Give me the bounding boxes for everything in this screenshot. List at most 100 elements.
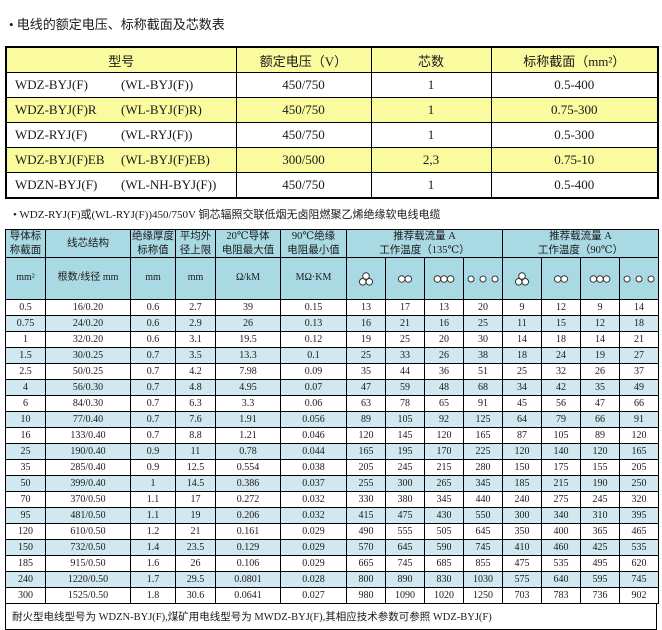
spec-cell: 59 — [385, 379, 425, 396]
spec-cell: 89 — [580, 427, 620, 444]
three-wires-touching-icon — [424, 257, 464, 300]
spec-row: 300 1525/0.50 1.8 30.6 0.0641 0.027 980 1090 102… — [5, 587, 659, 604]
spec-cell: 285/0.40 — [45, 459, 131, 476]
spec-cell: 23.5 — [175, 539, 216, 556]
spec-cell: 24/0.20 — [45, 315, 131, 332]
spec-cell: 91 — [463, 395, 503, 412]
three-wires-spaced-icon — [619, 257, 659, 300]
voltage-table-body: WDZ-BYJ(F) (WL-BYJ(F)) 450/750 1 0.5-400 WDZ-… — [5, 72, 659, 199]
spec-cell: 430 — [424, 507, 464, 524]
group-header-ampacity-135c: 推荐载流量 A 工作温度（135℃） — [346, 229, 503, 258]
spec-cell: 855 — [463, 555, 503, 572]
spec-cell: 0.029 — [280, 523, 347, 540]
spec-row: 4 56/0.30 0.7 4.8 4.95 0.07 47 59 48 68 34 42 35 49 — [5, 379, 659, 396]
unit-strands: 根数/线径 mm — [45, 257, 131, 300]
spec-cell: 13 — [346, 299, 386, 316]
spec-cell: 205 — [619, 459, 659, 476]
spec-cell: 0.272 — [215, 491, 281, 508]
spec-cell: 0.029 — [280, 555, 347, 572]
spec-cell: 175 — [541, 459, 581, 476]
column-header-outer-diameter: 平均外 径上限 — [175, 229, 216, 258]
spec-row: 2.5 50/0.25 0.7 4.2 7.98 0.09 35 44 36 51 25 32 26 37 — [5, 363, 659, 380]
spec-cell: 425 — [580, 539, 620, 556]
spec-cell: 26 — [175, 555, 216, 572]
spec-cell: 185 — [5, 555, 46, 572]
spec-cell: 84/0.30 — [45, 395, 131, 412]
spec-row: 25 190/0.40 0.9 11 0.78 0.044 165 195 170 225 120 1… — [5, 443, 659, 460]
spec-cell: 0.07 — [280, 379, 347, 396]
voltage-table-row: WDZN-BYJ(F) (WL-NH-BYJ(F)) 450/750 1 0.5-400 — [5, 172, 659, 199]
spec-cell: 685 — [424, 555, 464, 572]
spec-cell: 13 — [424, 299, 464, 316]
group-header-ampacity-90c: 推荐载流量 A 工作温度（90℃） — [502, 229, 659, 258]
spec-cell: 56/0.30 — [45, 379, 131, 396]
spec-cell: 0.029 — [280, 539, 347, 556]
spec-cell: 91 — [619, 411, 659, 428]
spec-cell: 47 — [346, 379, 386, 396]
column-header-core-structure: 线芯结构 — [45, 229, 131, 258]
spec-cell: 830 — [424, 571, 464, 588]
spec-cell: 105 — [541, 427, 581, 444]
spec-cell: 0.7 — [130, 411, 176, 428]
spec-cell: 3.5 — [175, 347, 216, 364]
spec-cell: 732/0.50 — [45, 539, 131, 556]
spec-cell: 21 — [385, 315, 425, 332]
spec-cell: 1.5 — [5, 347, 46, 364]
spec-cell: 0.15 — [280, 299, 347, 316]
spec-cell: 35 — [580, 379, 620, 396]
spec-cell: 1030 — [463, 571, 503, 588]
spec-cell: 410 — [502, 539, 542, 556]
spec-cell: 21 — [619, 331, 659, 348]
spec-cell: 320 — [619, 491, 659, 508]
cores-cell: 1 — [370, 172, 492, 199]
spec-cell: 745 — [385, 555, 425, 572]
spec-cell: 17 — [175, 491, 216, 508]
spec-cell: 19.5 — [215, 331, 281, 348]
footer-note: 耐火型电线型号为 WDZN-BYJ(F),煤矿用电线型号为 MWDZ-BYJ(F… — [5, 604, 657, 630]
unit-mm2: mm² — [5, 257, 46, 300]
model-alt-code: (WL-BYJ(F)) — [121, 77, 194, 92]
spec-row: 0.5 16/0.20 0.6 2.7 39 0.15 13 17 13 20 9 12 9 14 — [5, 299, 659, 316]
spec-cell: 0.7 — [130, 363, 176, 380]
spec-cell: 3.3 — [215, 395, 281, 412]
section-cell: 0.75-300 — [490, 97, 659, 123]
spec-cell: 400 — [541, 523, 581, 540]
spec-cell: 0.044 — [280, 443, 347, 460]
spec-cell: 0.09 — [280, 363, 347, 380]
spec-cell: 39 — [215, 299, 281, 316]
spec-cell: 26 — [424, 347, 464, 364]
spec-cell: 475 — [502, 555, 542, 572]
spec-cell: 890 — [385, 571, 425, 588]
trefoil-bundle-icon — [346, 257, 386, 300]
spec-cell: 165 — [346, 443, 386, 460]
model-alt-code: (WL-BYJ(F)R) — [121, 102, 202, 117]
spec-cell: 64 — [502, 411, 542, 428]
spec-cell: 11 — [502, 315, 542, 332]
spec-cell: 25 — [502, 363, 542, 380]
spec-cell: 0.78 — [215, 443, 281, 460]
spec-cell: 195 — [385, 443, 425, 460]
spec-cell: 495 — [580, 555, 620, 572]
spec-cell: 10 — [5, 411, 46, 428]
spec-cell: 120 — [580, 443, 620, 460]
spec-cell: 19 — [175, 507, 216, 524]
spec-cell: 17 — [385, 299, 425, 316]
spec-cell: 0.028 — [280, 571, 347, 588]
spec-cell: 1020 — [424, 587, 464, 604]
spec-cell: 0.12 — [280, 331, 347, 348]
spec-cell: 783 — [541, 587, 581, 604]
spec-cell: 16 — [346, 315, 386, 332]
spec-row: 120 610/0.50 1.2 21 0.161 0.029 490 555 505 645 35… — [5, 523, 659, 540]
spec-row: 35 285/0.40 0.9 12.5 0.554 0.038 205 245 215 280 1… — [5, 459, 659, 476]
spec-cell: 250 — [619, 475, 659, 492]
spec-cell: 50/0.25 — [45, 363, 131, 380]
column-header-section: 标称截面（mm²） — [490, 46, 659, 73]
spec-table: 导体标 称截面 线芯结构 绝缘厚度 标称值 平均外 径上限 20℃导体 电阻最大… — [5, 229, 659, 604]
spec-cell: 33 — [385, 347, 425, 364]
spec-cell: 0.027 — [280, 587, 347, 604]
spec-cell: 48 — [424, 379, 464, 396]
spec-cell: 7.6 — [175, 411, 216, 428]
spec-cell: 95 — [5, 507, 46, 524]
spec-cell: 51 — [463, 363, 503, 380]
